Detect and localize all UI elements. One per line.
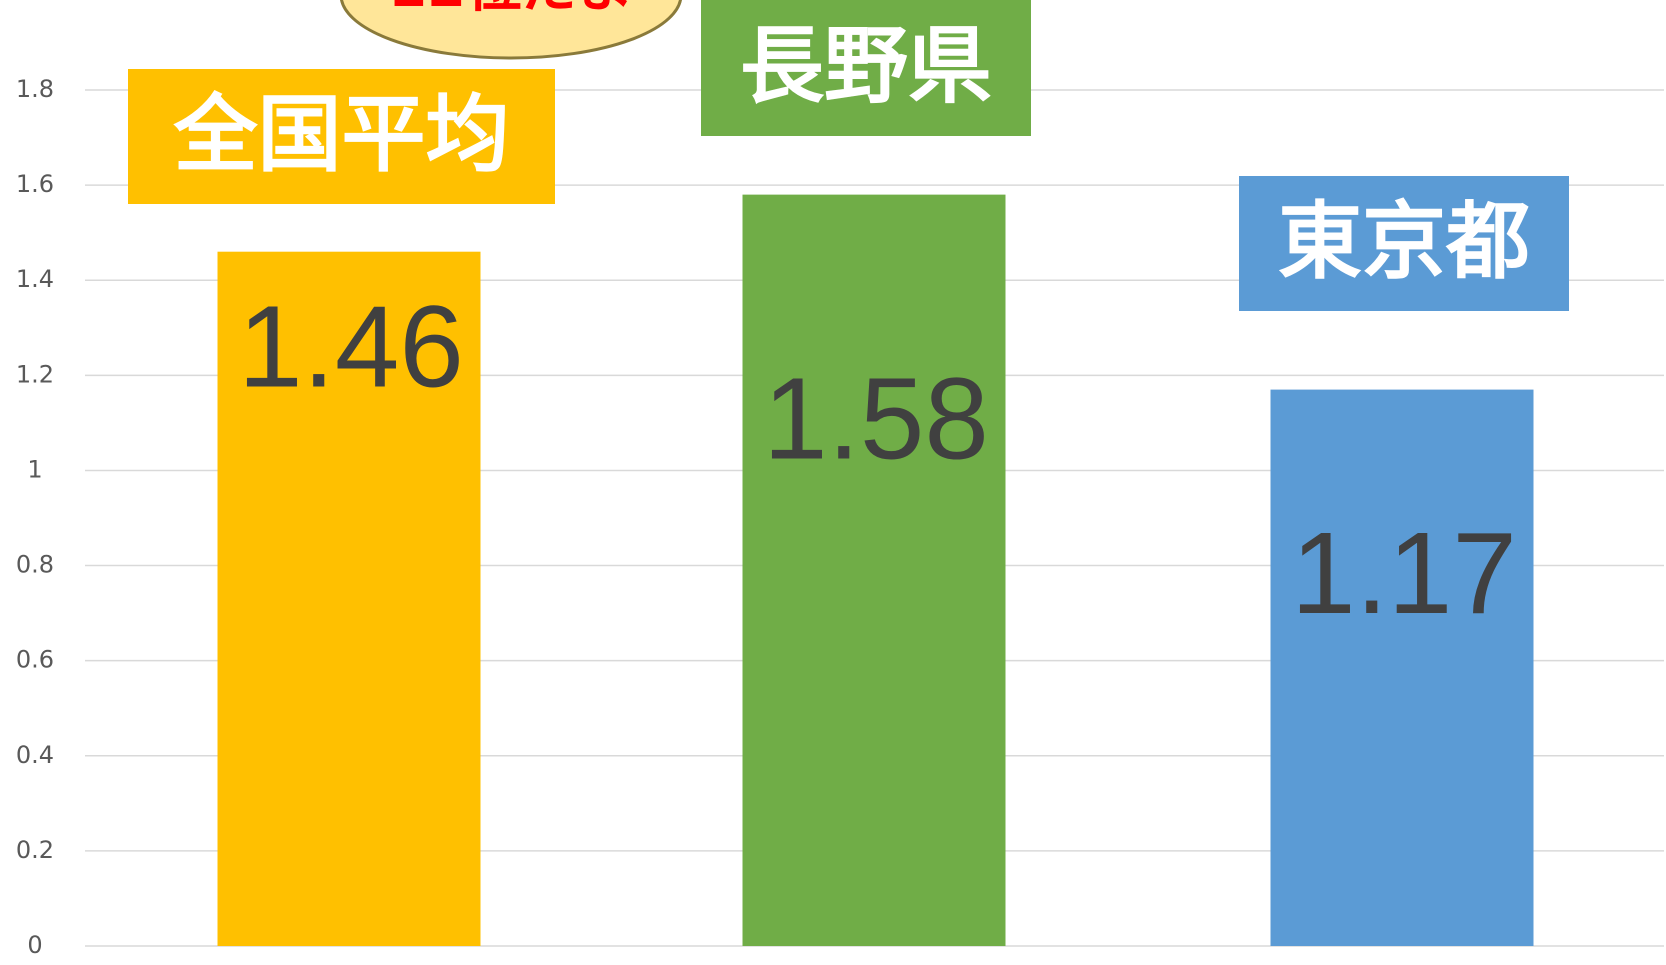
category-label: 東京都: [1278, 192, 1530, 290]
bar: [217, 251, 481, 946]
data-label: 1.58: [763, 353, 989, 483]
bar: [1270, 389, 1534, 947]
y-tick-label: 0.8: [16, 551, 54, 579]
y-tick-label: 0.6: [16, 646, 54, 674]
y-tick-label: 1: [27, 455, 42, 483]
annotation: 12位だよ: [388, 0, 634, 20]
data-label: 1.46: [238, 281, 464, 411]
callout-bubble: [340, 0, 682, 60]
data-label: 1.17: [1291, 508, 1517, 638]
bar: [742, 194, 1006, 947]
category-box: [1239, 176, 1569, 311]
y-tick-label: 1.8: [16, 75, 54, 103]
y-tick-label: 1.4: [16, 265, 54, 293]
category-label: 長野県: [740, 17, 992, 115]
y-tick-label: 0.4: [16, 741, 54, 769]
category-label: 全国平均: [172, 85, 509, 183]
y-tick-label: 1.2: [16, 360, 54, 388]
y-tick-label: 1.6: [16, 170, 54, 198]
y-tick-label: 0: [27, 931, 42, 959]
category-box: [701, 0, 1031, 136]
category-box: [128, 69, 555, 204]
y-tick-label: 0.2: [16, 836, 54, 864]
